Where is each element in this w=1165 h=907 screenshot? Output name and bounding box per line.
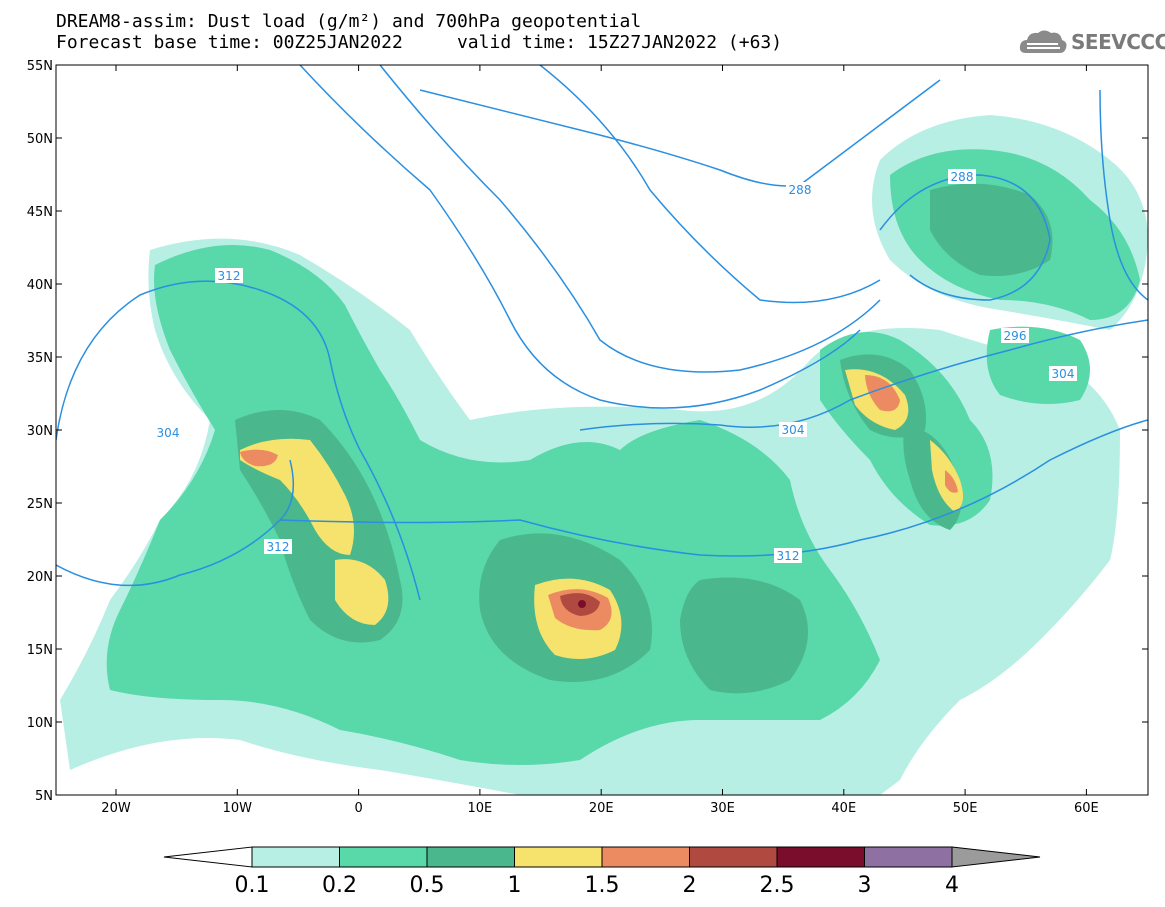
lat-label: 50N xyxy=(27,132,53,147)
colorbar-label: 1.5 xyxy=(585,873,620,898)
lon-label: 10W xyxy=(223,801,253,816)
lat-labels: 55N 50N 45N 40N 35N 30N 25N 20N 15N 10N 5N xyxy=(27,59,53,804)
colorbar-box xyxy=(689,846,778,868)
lon-label: 0 xyxy=(354,801,362,816)
lon-tick-marks xyxy=(115,65,1087,795)
lon-label: 50E xyxy=(953,801,978,816)
lon-label: 20E xyxy=(589,801,614,816)
map-subtitle-times: Forecast base time: 00Z25JAN2022 valid t… xyxy=(56,32,783,53)
colorbar-label: 0.5 xyxy=(410,873,445,898)
colorbar-label: 2 xyxy=(683,873,697,898)
lon-label: 10E xyxy=(468,801,493,816)
lon-label: 40E xyxy=(831,801,856,816)
lat-label: 25N xyxy=(27,497,53,512)
colorbar-label: 2.5 xyxy=(760,873,795,898)
logo-text: SEEVCCC xyxy=(1071,30,1165,54)
contour-label-bg xyxy=(786,182,814,197)
lon-labels: 20W 10W 0 10E 20E 30E 40E 50E 60E xyxy=(101,801,1098,816)
colorbar-box xyxy=(601,846,690,868)
contour-label: 304 xyxy=(1052,367,1075,381)
cloud-icon xyxy=(1019,30,1067,53)
contour-label-bg xyxy=(1001,328,1029,343)
colorbar-label: 3 xyxy=(858,873,872,898)
colorbar-label: 0.2 xyxy=(322,873,357,898)
contour-label-bg xyxy=(215,268,243,283)
map-title: DREAM8-assim: Dust load (g/m²) and 700hP… xyxy=(56,11,642,32)
colorbar-label: 0.1 xyxy=(235,873,270,898)
seevccc-logo: SEEVCCC xyxy=(1018,27,1165,57)
geopotential-contours xyxy=(56,65,1148,601)
contour-label-group: 288 288 296 304 304 304 312 312 312 xyxy=(154,169,1077,563)
lat-label: 5N xyxy=(35,789,53,804)
lat-label: 55N xyxy=(27,59,53,74)
colorbar-over-arrow xyxy=(951,846,1041,868)
colorbar-label: 1 xyxy=(508,873,522,898)
colorbar-box xyxy=(426,846,515,868)
contour-label-bg xyxy=(264,539,292,554)
lat-label: 20N xyxy=(27,570,53,585)
lon-label: 30E xyxy=(710,801,735,816)
contour-label-bg xyxy=(774,548,802,563)
dust-shading xyxy=(60,115,1148,795)
colorbar-box xyxy=(251,846,340,868)
contour-label: 304 xyxy=(782,423,805,437)
dust-level-2.5 xyxy=(578,600,586,608)
colorbar-under-arrow xyxy=(163,846,253,868)
lat-label: 30N xyxy=(27,424,53,439)
contour-label-bg xyxy=(154,425,182,440)
colorbar-box xyxy=(776,846,865,868)
contour-label-bg xyxy=(779,422,807,437)
contour-label-bg xyxy=(1049,366,1077,381)
contour-label-bg xyxy=(948,169,976,184)
contour-label: 304 xyxy=(157,426,180,440)
lat-label: 40N xyxy=(27,278,53,293)
lon-label: 20W xyxy=(101,801,131,816)
lat-label: 10N xyxy=(27,716,53,731)
lat-label: 45N xyxy=(27,205,53,220)
contour-label: 312 xyxy=(777,549,800,563)
colorbar-box xyxy=(339,846,428,868)
contour-label: 288 xyxy=(789,183,812,197)
contour-label: 296 xyxy=(1004,329,1027,343)
contour-label: 288 xyxy=(951,170,974,184)
contour-label: 312 xyxy=(218,269,241,283)
colorbar-box xyxy=(514,846,603,868)
colorbar-box xyxy=(864,846,953,868)
lat-tick-marks xyxy=(56,64,1148,796)
colorbar-label: 4 xyxy=(945,873,959,898)
contour-label: 312 xyxy=(267,540,290,554)
lat-label: 35N xyxy=(27,351,53,366)
lon-label: 60E xyxy=(1074,801,1099,816)
colorbar: 0.1 0.2 0.5 1 1.5 2 2.5 3 4 xyxy=(163,846,1041,898)
lat-label: 15N xyxy=(27,643,53,658)
